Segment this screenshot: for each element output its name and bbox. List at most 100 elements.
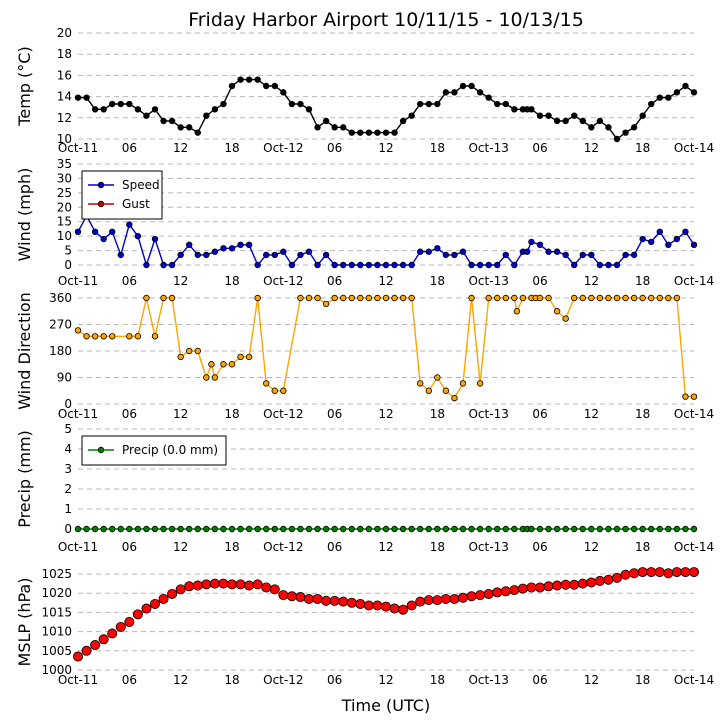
data-point	[314, 124, 321, 131]
data-point	[271, 82, 278, 90]
data-point	[107, 628, 118, 639]
data-point	[622, 294, 629, 302]
x-tick-label: Oct-12	[263, 141, 303, 155]
data-point	[228, 82, 236, 90]
data-point	[305, 525, 313, 533]
y-tick-label: 20	[57, 200, 72, 214]
data-point	[511, 294, 518, 302]
data-point	[434, 100, 441, 108]
x-tick-label: 12	[173, 274, 188, 288]
data-point	[237, 241, 244, 248]
x-tick-label: 12	[173, 407, 188, 421]
x-tick-label: Oct-14	[674, 407, 714, 421]
x-tick-label: 18	[430, 540, 445, 554]
data-point	[680, 567, 691, 578]
data-point	[468, 82, 475, 90]
data-point	[630, 525, 638, 533]
data-point	[502, 251, 509, 259]
data-point	[391, 294, 398, 302]
data-point	[186, 525, 193, 533]
data-point	[263, 525, 270, 533]
data-point	[673, 294, 681, 302]
x-tick-label: Oct-14	[674, 141, 714, 155]
data-point	[417, 380, 424, 387]
data-point	[613, 294, 621, 302]
data-point	[151, 333, 159, 340]
data-point	[220, 361, 227, 368]
data-point	[391, 129, 398, 136]
data-point	[485, 294, 492, 302]
y-tick-label: 1025	[41, 567, 72, 581]
data-point	[399, 261, 407, 269]
data-point	[329, 595, 340, 606]
data-point	[605, 525, 612, 533]
data-point	[295, 592, 306, 603]
data-point	[442, 89, 450, 96]
data-point	[280, 248, 287, 255]
x-tick-label: 12	[173, 540, 188, 554]
legend-marker	[97, 446, 105, 454]
x-tick-label: 18	[430, 274, 445, 288]
data-point	[528, 238, 535, 246]
data-point	[305, 106, 313, 113]
data-point	[141, 603, 152, 614]
data-point	[415, 596, 426, 607]
data-point	[571, 261, 578, 269]
data-point	[271, 525, 278, 533]
data-point	[468, 261, 475, 269]
data-point	[348, 261, 355, 269]
data-point	[263, 82, 270, 90]
data-point	[613, 261, 621, 269]
data-point	[630, 124, 638, 131]
data-point	[382, 294, 390, 302]
data-point	[552, 580, 563, 591]
data-point	[331, 525, 338, 533]
data-point	[485, 94, 492, 101]
x-tick-label: 06	[122, 274, 137, 288]
data-point	[665, 525, 672, 533]
data-point	[186, 241, 193, 248]
y-axis-label: Wind Direction	[15, 292, 34, 410]
data-point	[485, 261, 492, 269]
data-point	[425, 525, 432, 533]
data-point	[91, 228, 99, 236]
data-point	[476, 380, 484, 387]
data-point	[459, 380, 467, 387]
data-point	[322, 525, 330, 533]
data-point	[476, 525, 484, 533]
data-point	[399, 525, 407, 533]
data-point	[596, 117, 604, 125]
x-tick-label: 06	[327, 540, 342, 554]
x-tick-label: 18	[224, 274, 239, 288]
data-point	[543, 581, 554, 592]
data-point	[579, 251, 586, 259]
data-point	[663, 568, 674, 579]
y-tick-label: 20	[57, 26, 72, 40]
data-point	[639, 235, 646, 243]
data-point	[338, 596, 349, 607]
data-point	[100, 235, 107, 243]
data-point	[511, 261, 518, 269]
data-point	[177, 251, 184, 259]
data-point	[303, 593, 314, 604]
data-point	[603, 574, 614, 585]
x-tick-label: 12	[378, 141, 393, 155]
data-point	[656, 294, 663, 302]
data-point	[656, 228, 663, 236]
data-point	[348, 294, 355, 302]
data-point	[245, 525, 253, 533]
y-tick-label: 25	[57, 186, 72, 200]
data-point	[459, 82, 467, 90]
data-point	[126, 333, 133, 340]
data-point	[278, 590, 289, 601]
data-point	[175, 584, 186, 595]
data-point	[160, 525, 167, 533]
data-point	[168, 117, 176, 125]
data-point	[228, 245, 236, 252]
x-tick-label: 12	[584, 540, 599, 554]
data-point	[271, 251, 278, 259]
data-point	[297, 525, 304, 533]
data-point	[451, 394, 458, 402]
y-tick-label: 3	[64, 462, 72, 476]
data-point	[134, 525, 142, 533]
